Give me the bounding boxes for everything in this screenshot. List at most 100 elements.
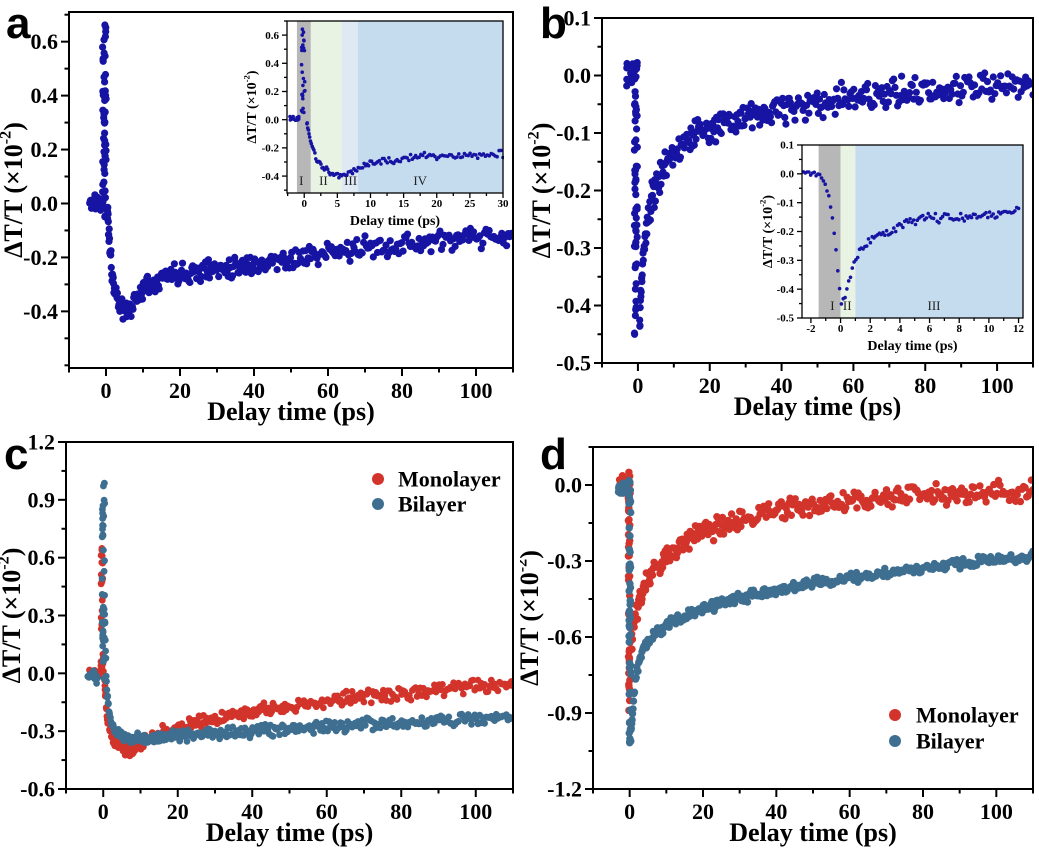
svg-text:-0.3: -0.3 — [547, 548, 582, 573]
svg-text:Bilayer: Bilayer — [398, 491, 467, 516]
svg-text:Monolayer: Monolayer — [398, 466, 501, 491]
svg-text:I: I — [299, 173, 303, 188]
svg-text:40: 40 — [765, 799, 787, 824]
svg-text:0.0: 0.0 — [555, 472, 583, 497]
svg-text:-0.4: -0.4 — [777, 284, 795, 296]
svg-text:0.4: 0.4 — [31, 83, 59, 108]
panel-d-chart: 0 20 40 60 80 100 0.0 -0.3 -0.6 -0.9 -1.2 Delay tim… — [520, 446, 1034, 847]
svg-text:10: 10 — [365, 198, 377, 210]
svg-text:0.9: 0.9 — [28, 487, 56, 512]
svg-text:20: 20 — [692, 799, 714, 824]
svg-text:-0.4: -0.4 — [262, 171, 280, 183]
svg-text:ΔT/T (×10-2): ΔT/T (×10-2) — [520, 550, 544, 686]
svg-text:0.6: 0.6 — [31, 29, 59, 54]
panel-c-chart: 0 20 40 60 80 100 1.2 0.9 0.6 0.3 0.0 -0.3 -0.6 Delay… — [0, 429, 514, 847]
svg-text:60: 60 — [839, 799, 861, 824]
svg-text:ΔT/T (×10-2): ΔT/T (×10-2) — [242, 70, 260, 143]
svg-text:80: 80 — [391, 378, 413, 403]
svg-text:5: 5 — [335, 198, 341, 210]
svg-text:30: 30 — [498, 198, 510, 210]
svg-text:II: II — [319, 173, 328, 188]
svg-text:40: 40 — [243, 378, 265, 403]
svg-text:0.0: 0.0 — [28, 661, 56, 686]
svg-text:0.3: 0.3 — [28, 603, 56, 628]
svg-text:60: 60 — [316, 799, 338, 824]
svg-text:8: 8 — [956, 323, 962, 335]
svg-text:IV: IV — [413, 173, 427, 188]
svg-text:0.6: 0.6 — [265, 30, 279, 42]
svg-text:-0.5: -0.5 — [777, 313, 795, 325]
svg-text:II: II — [843, 298, 852, 313]
panel-letter-c: c — [4, 430, 29, 479]
svg-text:20: 20 — [699, 373, 721, 398]
svg-text:-0.4: -0.4 — [556, 293, 591, 318]
svg-text:Delay time (ps): Delay time (ps) — [206, 818, 374, 847]
svg-text:Delay time (ps): Delay time (ps) — [207, 397, 375, 426]
svg-text:0.1: 0.1 — [564, 5, 592, 30]
svg-text:ΔT/T (×10-2): ΔT/T (×10-2) — [0, 548, 26, 684]
svg-text:60: 60 — [842, 373, 864, 398]
svg-text:20: 20 — [431, 198, 443, 210]
svg-text:ΔT/T (×10-2): ΔT/T (×10-2) — [0, 122, 28, 258]
svg-text:0.2: 0.2 — [265, 86, 279, 98]
svg-text:40: 40 — [241, 799, 263, 824]
svg-text:0: 0 — [838, 323, 844, 335]
svg-text:-0.5: -0.5 — [556, 350, 591, 375]
svg-text:Delay time (ps): Delay time (ps) — [350, 214, 441, 229]
svg-text:100: 100 — [981, 373, 1014, 398]
svg-text:-0.9: -0.9 — [547, 700, 582, 725]
svg-text:100: 100 — [460, 378, 493, 403]
svg-text:-1.2: -1.2 — [547, 776, 582, 801]
svg-text:ΔT/T (×10-2): ΔT/T (×10-2) — [525, 123, 556, 259]
svg-text:0.1: 0.1 — [780, 140, 794, 152]
svg-text:III: III — [928, 298, 941, 313]
panel-a: 0 20 40 60 80 100 0.6 0.4 0.2 0.0 -0.2 -0.4 Delay ti… — [0, 0, 519, 428]
svg-text:12: 12 — [1013, 323, 1025, 335]
panel-letter-b: b — [540, 0, 567, 48]
svg-text:2: 2 — [867, 323, 873, 335]
svg-text:0: 0 — [624, 799, 635, 824]
svg-text:-2: -2 — [806, 323, 816, 335]
svg-text:-0.3: -0.3 — [20, 719, 55, 744]
svg-text:-0.3: -0.3 — [777, 255, 795, 267]
svg-text:-0.4: -0.4 — [23, 299, 58, 324]
svg-text:100: 100 — [980, 799, 1013, 824]
svg-text:III: III — [344, 173, 357, 188]
svg-text:Delay time (ps): Delay time (ps) — [734, 392, 902, 421]
svg-text:-0.2: -0.2 — [777, 226, 795, 238]
svg-text:4: 4 — [897, 323, 903, 335]
svg-text:-0.6: -0.6 — [20, 776, 55, 801]
svg-text:0.0: 0.0 — [564, 63, 592, 88]
svg-text:-0.1: -0.1 — [556, 120, 591, 145]
svg-text:0: 0 — [632, 373, 643, 398]
svg-text:0.0: 0.0 — [780, 169, 794, 181]
svg-text:6: 6 — [927, 323, 933, 335]
svg-text:1.2: 1.2 — [28, 429, 56, 454]
panel-b: 0 20 40 60 80 100 0.1 0.0 -0.1 -0.2 -0.3 -0.4 -0.5 De… — [520, 0, 1039, 428]
svg-text:-0.6: -0.6 — [547, 624, 582, 649]
svg-text:60: 60 — [317, 378, 339, 403]
svg-text:Delay time (ps): Delay time (ps) — [729, 818, 897, 847]
svg-text:100: 100 — [459, 799, 492, 824]
svg-text:80: 80 — [912, 799, 934, 824]
panel-d: 0 20 40 60 80 100 0.0 -0.3 -0.6 -0.9 -1.2 Delay tim… — [520, 429, 1039, 857]
svg-text:-0.2: -0.2 — [23, 245, 58, 270]
svg-text:Monolayer: Monolayer — [916, 702, 1019, 727]
svg-text:-0.2: -0.2 — [262, 143, 280, 155]
svg-text:40: 40 — [771, 373, 793, 398]
svg-text:0: 0 — [101, 378, 112, 403]
svg-text:80: 80 — [914, 373, 936, 398]
svg-text:0.0: 0.0 — [31, 191, 59, 216]
panel-letter-a: a — [6, 0, 31, 48]
svg-text:0: 0 — [301, 198, 307, 210]
svg-text:15: 15 — [398, 198, 410, 210]
svg-text:20: 20 — [167, 799, 189, 824]
svg-text:-0.3: -0.3 — [556, 235, 591, 260]
svg-text:0.2: 0.2 — [31, 137, 59, 162]
svg-text:Bilayer: Bilayer — [916, 728, 985, 753]
svg-text:0.6: 0.6 — [28, 545, 56, 570]
svg-text:0.4: 0.4 — [265, 58, 279, 70]
panel-c: 0 20 40 60 80 100 1.2 0.9 0.6 0.3 0.0 -0.3 -0.6 Delay… — [0, 429, 519, 857]
svg-text:0.0: 0.0 — [265, 114, 279, 126]
